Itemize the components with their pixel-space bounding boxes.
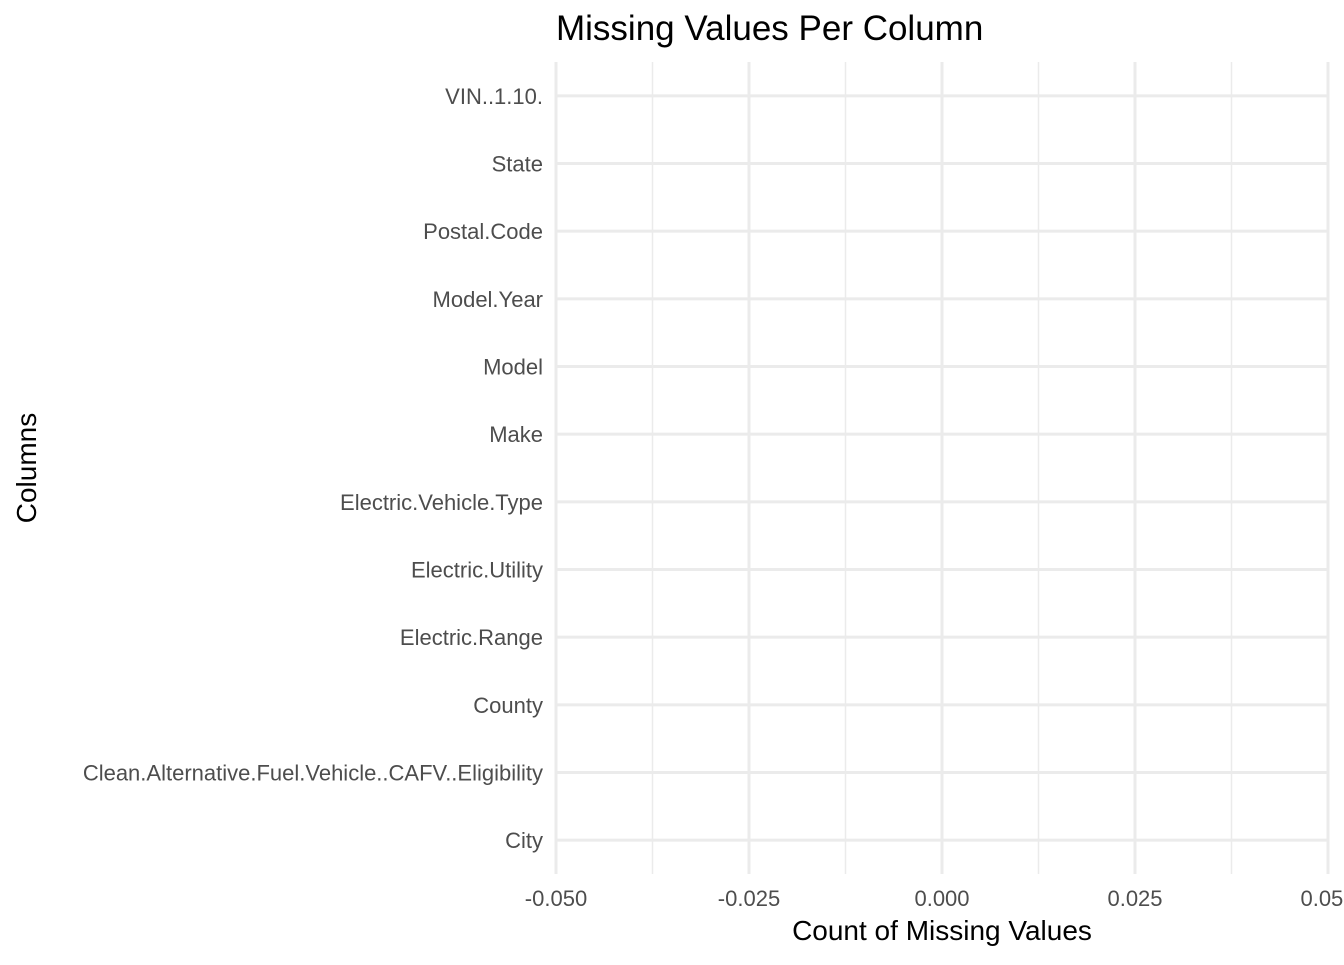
grid-layer (554, 62, 1330, 874)
y-tick-label: County (473, 693, 543, 718)
x-tick-label: 0.025 (1107, 886, 1162, 911)
chart-title: Missing Values Per Column (556, 9, 983, 48)
y-tick-labels: City Clean.Alternative.Fuel.Vehicle..CAFV… (83, 84, 543, 853)
y-tick-label: Model (483, 355, 543, 380)
y-tick-label: Make (489, 422, 543, 447)
x-tick-label: 0.000 (914, 886, 969, 911)
y-tick-label: Model.Year (433, 287, 543, 312)
y-tick-label: Clean.Alternative.Fuel.Vehicle..CAFV..El… (83, 761, 543, 786)
x-axis-title: Count of Missing Values (792, 915, 1092, 946)
y-axis-title: Columns (11, 413, 42, 523)
y-tick-label: VIN..1.10. (445, 84, 543, 109)
y-tick-label: Electric.Utility (411, 558, 543, 583)
y-tick-label: Electric.Range (400, 625, 543, 650)
x-tick-labels: -0.050 -0.025 0.000 0.025 0.050 (525, 886, 1344, 911)
x-tick-label: 0.050 (1300, 886, 1344, 911)
x-tick-label: -0.050 (525, 886, 587, 911)
y-tick-label: City (505, 828, 543, 853)
y-tick-label: Postal.Code (423, 219, 543, 244)
y-tick-label: State (492, 152, 543, 177)
x-tick-label: -0.025 (718, 886, 780, 911)
y-tick-label: Electric.Vehicle.Type (340, 490, 543, 515)
